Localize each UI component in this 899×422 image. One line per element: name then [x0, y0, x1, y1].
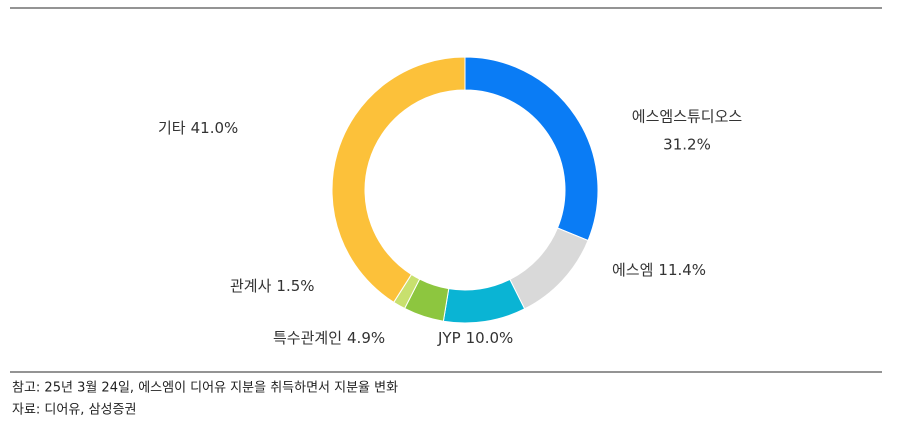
slice-label: 특수관계인 — [273, 329, 342, 347]
note: 참고: 25년 3월 24일, 에스엠이 디어유 지분을 취득하면서 지분율 변… — [12, 381, 398, 396]
slice-label-group: 특수관계인 4.9% — [273, 329, 385, 347]
slice-label: 기타 — [158, 119, 186, 137]
slice-label-group: 기타 41.0% — [158, 119, 238, 137]
slice-label: 에스엠스튜디오스 — [632, 108, 743, 126]
slice-value-label: 11.4% — [658, 261, 706, 279]
donut-slice — [442, 278, 526, 324]
slice-value-label: 41.0% — [191, 119, 239, 137]
slice-label: 관계사 — [230, 277, 272, 295]
slice-value-label: 1.5% — [276, 277, 314, 295]
slice-label: JYP — [437, 329, 461, 347]
slice-value-label: 31.2% — [663, 136, 711, 154]
slice-value-label: 10.0% — [466, 329, 514, 347]
donut-slice — [509, 227, 589, 310]
slice-value-label: 4.9% — [347, 329, 385, 347]
donut-slice — [464, 56, 599, 242]
slice-label: 에스엠 — [612, 261, 653, 279]
donut-slice — [331, 56, 466, 303]
slice-label-group: JYP 10.0% — [437, 329, 513, 347]
slice-label-group: 관계사 1.5% — [230, 277, 315, 295]
source: 자료: 디어유, 삼성증권 — [12, 403, 136, 418]
slice-label-group: 에스엠 11.4% — [612, 261, 706, 279]
